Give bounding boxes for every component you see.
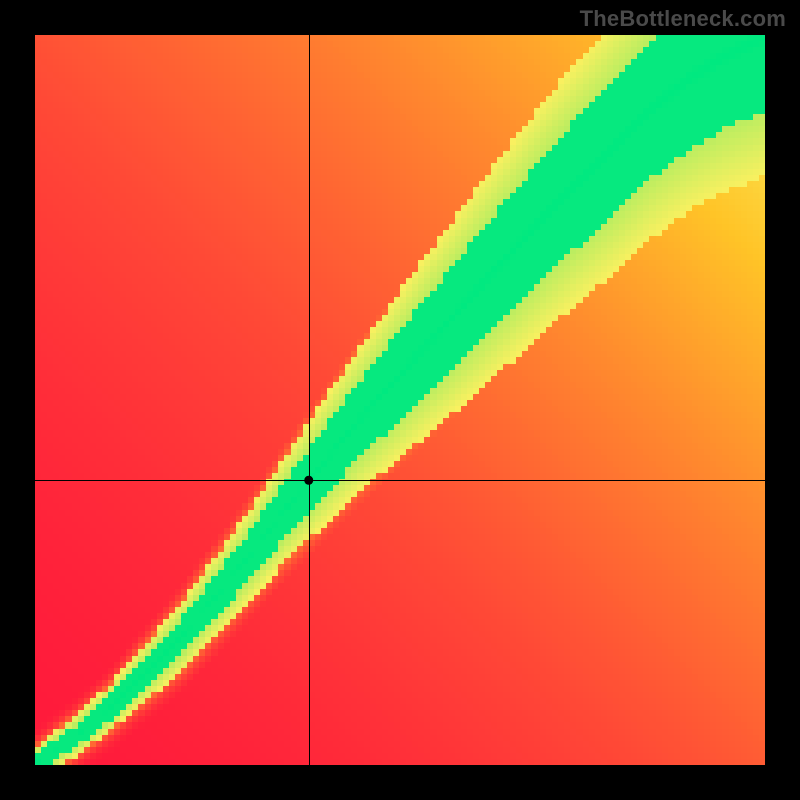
chart-frame: TheBottleneck.com bbox=[0, 0, 800, 800]
watermark-text: TheBottleneck.com bbox=[580, 6, 786, 32]
heatmap-plot bbox=[35, 35, 765, 765]
heatmap-canvas bbox=[35, 35, 765, 765]
